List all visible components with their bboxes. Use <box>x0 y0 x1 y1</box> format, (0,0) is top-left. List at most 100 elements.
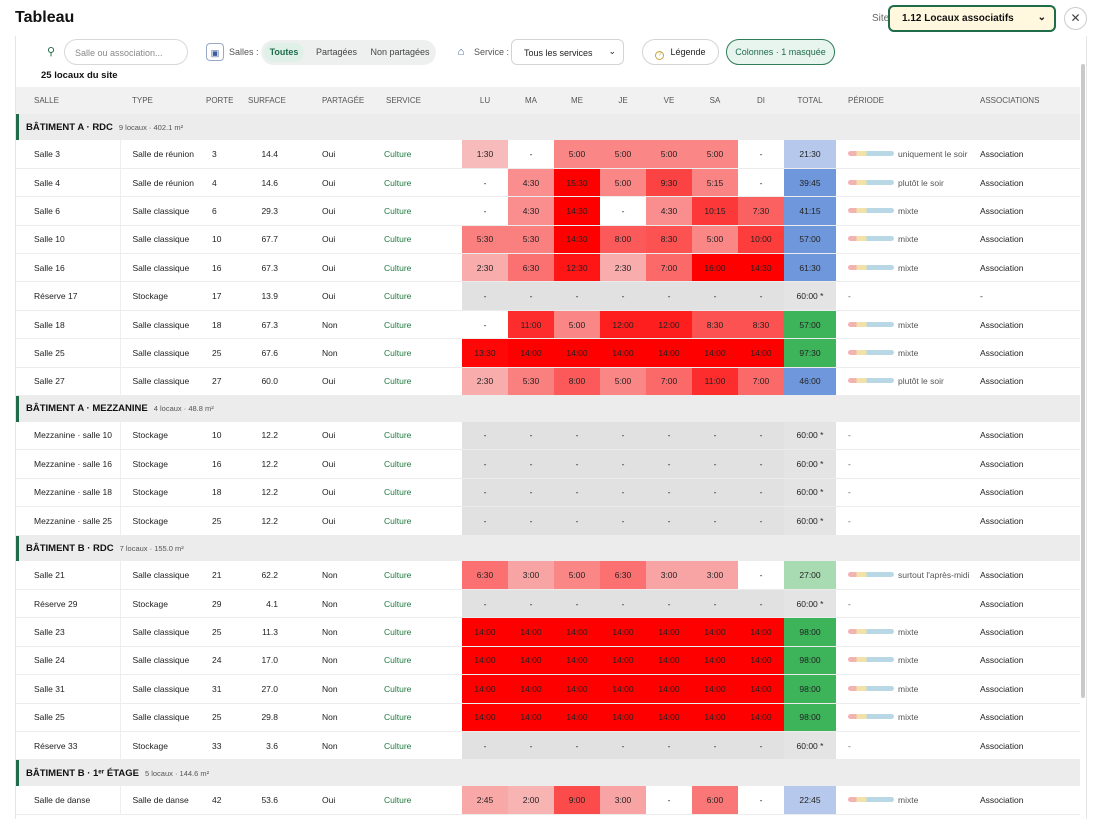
association-cell[interactable]: - <box>978 281 1080 311</box>
association-cell[interactable]: Association <box>978 140 1080 169</box>
room-door-cell: 10 <box>206 225 248 255</box>
col-header-ve[interactable]: VE <box>646 87 692 114</box>
table-body: BÂTIMENT A · RDC 9 locaux · 402.1 m² Salle… <box>16 114 1080 815</box>
day-cell-di: - <box>738 421 784 451</box>
period-cell: - <box>836 281 978 311</box>
col-header-ma[interactable]: MA <box>508 87 554 114</box>
col-header-di[interactable]: DI <box>738 87 784 114</box>
period-bar <box>848 264 894 270</box>
room-name-cell: Mezzanine · salle 18 <box>16 478 121 508</box>
col-header-surface[interactable]: SURFACE <box>248 87 304 114</box>
day-cell-di: - <box>738 589 784 619</box>
total-cell: 60:00 * <box>784 449 836 479</box>
col-header-lu[interactable]: LU <box>462 87 508 114</box>
col-header-type[interactable]: TYPE <box>120 87 206 114</box>
room-shared-cell: Non <box>304 338 368 368</box>
col-header-associations[interactable]: ASSOCIATIONS <box>978 87 1080 114</box>
table-row[interactable]: Salle 25 Salle classique 25 67.6 Non Culture 1… <box>16 338 1080 368</box>
col-header-salle[interactable]: SALLE <box>16 87 120 114</box>
group-accent-bar <box>16 114 19 140</box>
table-row[interactable]: Réserve 17 Stockage 17 13.9 Oui Culture - - - - - -… <box>16 281 1080 311</box>
table-row[interactable]: Salle 4 Salle de réunion 4 14.6 Oui Culture -4… <box>16 168 1080 198</box>
table-row[interactable]: Salle 27 Salle classique 27 60.0 Oui Culture 2… <box>16 367 1080 397</box>
period-bar <box>848 150 894 156</box>
room-door-cell: 42 <box>206 785 248 815</box>
col-header-service[interactable]: SERVICE <box>368 87 462 114</box>
col-header-porte[interactable]: PORTE <box>206 87 248 114</box>
table-row[interactable]: Mezzanine · salle 16 Stockage 16 12.2 Oui Cul… <box>16 449 1080 479</box>
legend-button[interactable]: ? Légende <box>642 39 719 65</box>
association-cell[interactable]: Association <box>978 617 1080 647</box>
total-cell: 57:00 <box>784 310 836 340</box>
room-shared-cell: Oui <box>304 478 368 508</box>
table-row[interactable]: Réserve 33 Stockage 33 3.6 Non Culture - - - - - - -… <box>16 731 1080 761</box>
day-cell-sa: - <box>692 281 738 311</box>
table-row[interactable]: Salle 24 Salle classique 24 17.0 Non Culture 1… <box>16 646 1080 676</box>
col-header-total[interactable]: TOTAL <box>784 87 836 114</box>
table-row[interactable]: Mezzanine · salle 25 Stockage 25 12.2 Oui Cul… <box>16 506 1080 536</box>
site-select[interactable]: 1.12 Locaux associatifs ⌄ <box>888 5 1056 32</box>
segment-toutes[interactable]: Toutes <box>264 43 304 62</box>
association-cell[interactable]: Association <box>978 506 1080 536</box>
close-button[interactable]: ✕ <box>1064 7 1087 30</box>
room-type-cell: Salle de danse <box>120 785 206 815</box>
period-label: - <box>848 487 851 498</box>
room-name-cell: Mezzanine · salle 10 <box>16 421 121 451</box>
association-cell[interactable]: Association <box>978 589 1080 619</box>
association-cell[interactable]: Association <box>978 367 1080 397</box>
room-door-cell: 3 <box>206 140 248 169</box>
search-input[interactable]: Salle ou association... <box>64 39 188 65</box>
table-row[interactable]: Salle 6 Salle classique 6 29.3 Oui Culture -4:… <box>16 196 1080 226</box>
segment-non-partagees[interactable]: Non partagées <box>370 47 430 57</box>
table-row[interactable]: Salle 18 Salle classique 18 67.3 Non Culture -… <box>16 310 1080 340</box>
association-cell[interactable]: Association <box>978 225 1080 255</box>
scrollbar-thumb[interactable] <box>1081 64 1085 698</box>
association-cell[interactable]: Association <box>978 703 1080 732</box>
total-cell: 46:00 <box>784 367 836 397</box>
association-cell[interactable]: Association <box>978 421 1080 451</box>
room-name-cell: Salle 31 <box>16 674 121 704</box>
table-row[interactable]: Salle 3 Salle de réunion 3 14.4 Oui Culture 1:… <box>16 140 1080 169</box>
col-header-me[interactable]: ME <box>554 87 600 114</box>
columns-button[interactable]: Colonnes · 1 masquée <box>726 39 835 65</box>
association-cell[interactable]: Association <box>978 674 1080 704</box>
table-row[interactable]: Salle 10 Salle classique 10 67.7 Oui Culture 5… <box>16 225 1080 255</box>
table-row[interactable]: Mezzanine · salle 10 Stockage 10 12.2 Oui Cul… <box>16 421 1080 451</box>
col-header-partagee[interactable]: PARTAGÉE <box>304 87 368 114</box>
table-row[interactable]: Salle 31 Salle classique 31 27.0 Non Culture 1… <box>16 674 1080 704</box>
day-cell-je: - <box>600 196 646 226</box>
association-cell[interactable]: Association <box>978 310 1080 340</box>
room-door-cell: 25 <box>206 506 248 536</box>
association-cell[interactable]: Association <box>978 168 1080 198</box>
association-cell[interactable]: Association <box>978 253 1080 283</box>
day-cell-ma: 14:00 <box>508 674 554 704</box>
association-cell[interactable]: Association <box>978 785 1080 815</box>
table-row[interactable]: Salle 21 Salle classique 21 62.2 Non Culture 6… <box>16 561 1080 590</box>
room-type-cell: Salle classique <box>120 617 206 647</box>
service-select[interactable]: Tous les services ⌄ <box>511 39 624 65</box>
association-cell[interactable]: Association <box>978 646 1080 676</box>
period-bar <box>848 207 894 213</box>
table-row[interactable]: Réserve 29 Stockage 29 4.1 Non Culture - - - - - - -… <box>16 589 1080 619</box>
association-cell[interactable]: Association <box>978 561 1080 590</box>
search-icon: ⚲ <box>46 46 56 58</box>
association-cell[interactable]: Association <box>978 196 1080 226</box>
col-header-sa[interactable]: SA <box>692 87 738 114</box>
association-cell[interactable]: Association <box>978 731 1080 761</box>
day-cell-ma: 5:30 <box>508 225 554 255</box>
day-cell-je: 2:30 <box>600 253 646 283</box>
table-row[interactable]: Salle 16 Salle classique 16 67.3 Oui Culture 2… <box>16 253 1080 283</box>
segment-partagees[interactable]: Partagées <box>315 47 358 57</box>
table-row[interactable]: Mezzanine · salle 18 Stockage 18 12.2 Oui Cul… <box>16 478 1080 508</box>
day-cell-me: - <box>554 449 600 479</box>
col-header-periode[interactable]: PÉRIODE <box>836 87 978 114</box>
table-row[interactable]: Salle 23 Salle classique 25 11.3 Non Culture 1… <box>16 617 1080 647</box>
day-cell-sa: 14:00 <box>692 674 738 704</box>
col-header-je[interactable]: JE <box>600 87 646 114</box>
table-row[interactable]: Salle de danse Salle de danse 42 53.6 Oui Cul… <box>16 785 1080 815</box>
table-row[interactable]: Salle 25 Salle classique 25 29.8 Non Culture 1… <box>16 703 1080 732</box>
room-area-cell: 67.6 <box>248 338 304 368</box>
association-cell[interactable]: Association <box>978 338 1080 368</box>
association-cell[interactable]: Association <box>978 449 1080 479</box>
association-cell[interactable]: Association <box>978 478 1080 508</box>
